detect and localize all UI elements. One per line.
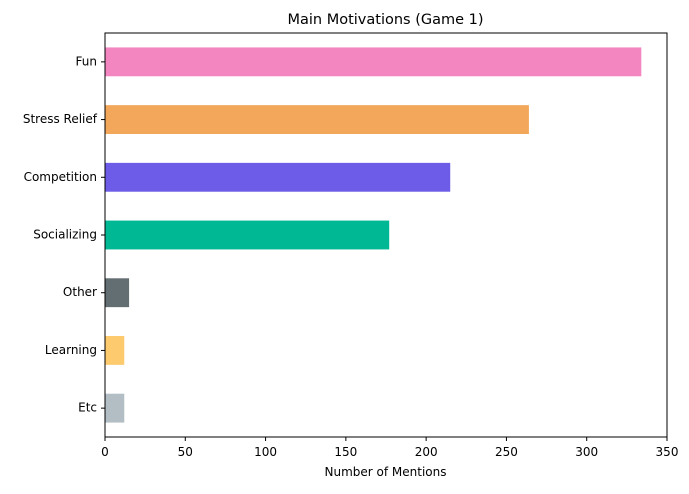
x-tick-label: 300 (575, 445, 598, 459)
x-tick-label: 0 (101, 445, 109, 459)
y-tick-label-stress-relief: Stress Relief (23, 112, 98, 126)
chart-title: Main Motivations (Game 1) (287, 12, 483, 28)
x-tick-label: 100 (254, 445, 277, 459)
axes-layer: Fun Stress Relief Competition Socializing Ot… (23, 32, 679, 459)
x-tick-label: 200 (415, 445, 438, 459)
bar-learning (105, 336, 125, 365)
y-tick-label-socializing: Socializing (33, 228, 97, 242)
bar-socializing (105, 220, 390, 250)
bars-layer (105, 47, 642, 423)
x-tick-label: 150 (334, 445, 357, 459)
bar-competition (105, 162, 451, 192)
bar-other (105, 278, 130, 308)
y-tick-label-learning: Learning (45, 343, 97, 357)
bar-etc (105, 393, 125, 423)
x-axis-label: Number of Mentions (325, 465, 447, 479)
plot-frame (104, 32, 668, 438)
y-tick-label-fun: Fun (76, 54, 97, 68)
y-tick-label-etc: Etc (78, 401, 97, 415)
x-tick-label: 50 (178, 445, 193, 459)
y-tick-label-other: Other (63, 285, 97, 299)
x-tick-label: 350 (656, 445, 679, 459)
bar-fun (105, 47, 642, 77)
bar-stress-relief (105, 105, 529, 134)
x-tick-label: 250 (495, 445, 518, 459)
y-tick-label-competition: Competition (24, 170, 97, 184)
